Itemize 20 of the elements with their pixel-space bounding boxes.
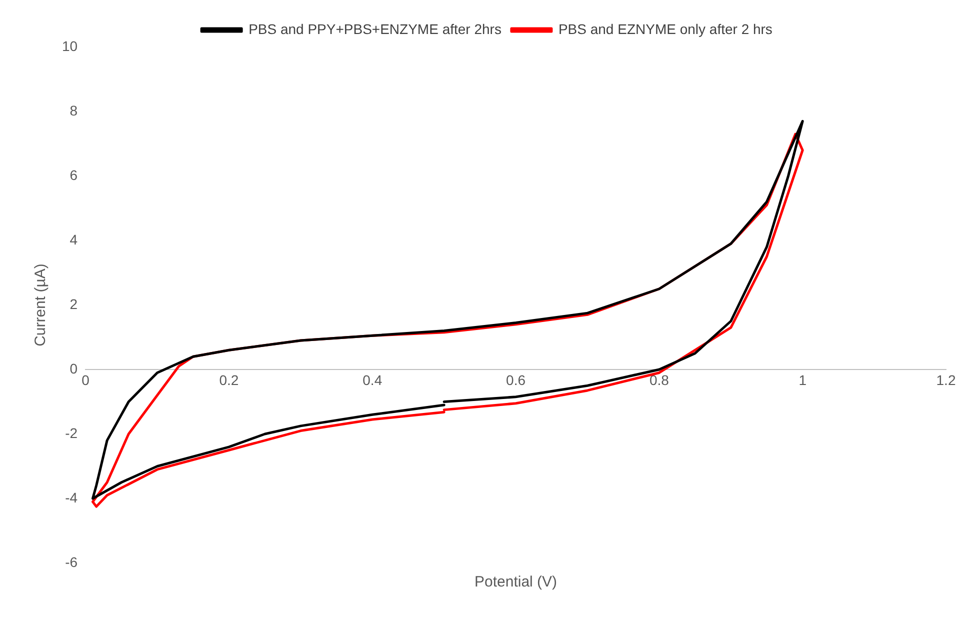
x-tick-label: 1.2 <box>936 372 956 388</box>
legend-label: PBS and PPY+PBS+ENZYME after 2hrs <box>248 20 502 37</box>
x-tick-label: 0 <box>82 372 90 388</box>
y-tick-label: 4 <box>70 231 78 248</box>
y-tick-label: -6 <box>65 554 78 570</box>
x-tick-label: 1 <box>798 372 807 388</box>
x-tick-label: 0.8 <box>649 372 670 388</box>
y-tick-label: 10 <box>62 38 78 54</box>
x-tick-label: 0.6 <box>506 372 526 388</box>
y-tick-label: -4 <box>65 489 78 506</box>
x-tick-label: 0.2 <box>219 372 239 388</box>
legend-label: PBS and EZNYME only after 2 hrs <box>558 20 772 37</box>
y-tick-label: 8 <box>70 102 78 118</box>
y-axis-title: Current (µA) <box>32 264 50 346</box>
y-tick-label: 2 <box>70 296 78 312</box>
y-tick-label: -2 <box>65 424 78 441</box>
y-tick-label: 0 <box>70 360 78 376</box>
y-tick-label: 6 <box>70 166 78 183</box>
x-axis-title: Potential (V) <box>474 574 558 591</box>
x-tick-label: 0.4 <box>362 372 382 388</box>
